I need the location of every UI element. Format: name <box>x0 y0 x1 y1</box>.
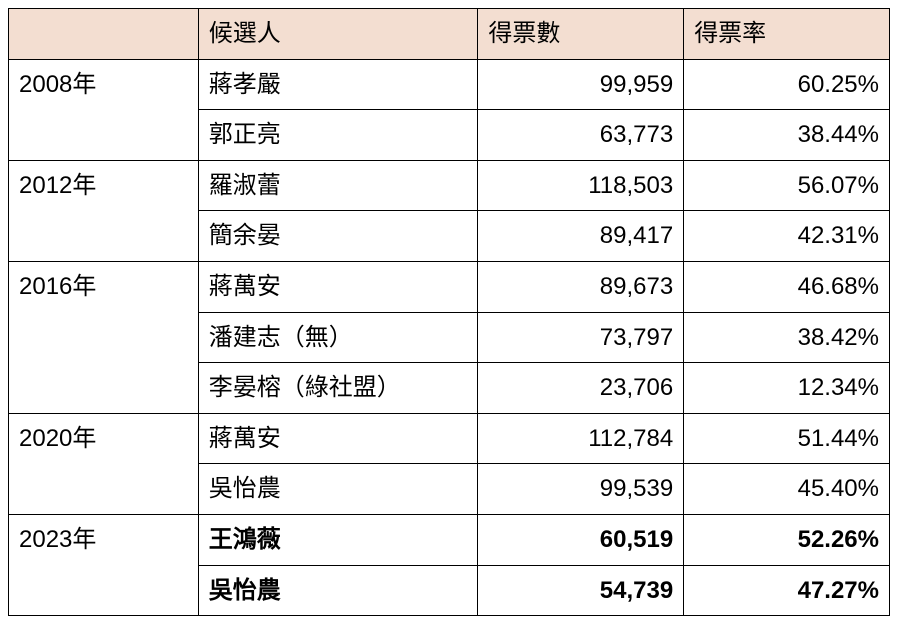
votes-cell: 99,959 <box>478 59 684 110</box>
header-rate: 得票率 <box>684 9 890 60</box>
votes-cell: 73,797 <box>478 312 684 363</box>
votes-cell: 89,417 <box>478 211 684 262</box>
rate-cell: 46.68% <box>684 261 890 312</box>
rate-cell: 56.07% <box>684 160 890 211</box>
year-cell: 2008年 <box>9 59 199 160</box>
votes-cell: 112,784 <box>478 413 684 464</box>
rate-cell: 42.31% <box>684 211 890 262</box>
rate-cell: 38.44% <box>684 110 890 161</box>
table-row: 2020年蔣萬安112,78451.44% <box>9 413 890 464</box>
candidate-cell: 郭正亮 <box>198 110 478 161</box>
rate-cell: 51.44% <box>684 413 890 464</box>
candidate-cell: 吳怡農 <box>198 565 478 616</box>
table-row: 2008年蔣孝嚴99,95960.25% <box>9 59 890 110</box>
votes-cell: 60,519 <box>478 514 684 565</box>
rate-cell: 60.25% <box>684 59 890 110</box>
rate-cell: 52.26% <box>684 514 890 565</box>
votes-cell: 63,773 <box>478 110 684 161</box>
table-body: 2008年蔣孝嚴99,95960.25%郭正亮63,77338.44%2012年… <box>9 59 890 616</box>
year-cell: 2023年 <box>9 514 199 615</box>
year-cell: 2020年 <box>9 413 199 514</box>
candidate-cell: 吳怡農 <box>198 464 478 515</box>
candidate-cell: 王鴻薇 <box>198 514 478 565</box>
candidate-cell: 李晏榕（綠社盟） <box>198 363 478 414</box>
votes-cell: 23,706 <box>478 363 684 414</box>
year-cell: 2016年 <box>9 261 199 413</box>
votes-cell: 99,539 <box>478 464 684 515</box>
rate-cell: 45.40% <box>684 464 890 515</box>
candidate-cell: 蔣萬安 <box>198 261 478 312</box>
table-row: 2012年羅淑蕾118,50356.07% <box>9 160 890 211</box>
candidate-cell: 蔣孝嚴 <box>198 59 478 110</box>
header-row: 候選人 得票數 得票率 <box>9 9 890 60</box>
rate-cell: 47.27% <box>684 565 890 616</box>
year-cell: 2012年 <box>9 160 199 261</box>
votes-cell: 118,503 <box>478 160 684 211</box>
header-candidate: 候選人 <box>198 9 478 60</box>
table-row: 2016年蔣萬安89,67346.68% <box>9 261 890 312</box>
table-row: 2023年王鴻薇60,51952.26% <box>9 514 890 565</box>
candidate-cell: 羅淑蕾 <box>198 160 478 211</box>
header-empty <box>9 9 199 60</box>
candidate-cell: 簡余晏 <box>198 211 478 262</box>
rate-cell: 12.34% <box>684 363 890 414</box>
election-results-table: 候選人 得票數 得票率 2008年蔣孝嚴99,95960.25%郭正亮63,77… <box>8 8 890 616</box>
candidate-cell: 潘建志（無） <box>198 312 478 363</box>
votes-cell: 54,739 <box>478 565 684 616</box>
votes-cell: 89,673 <box>478 261 684 312</box>
candidate-cell: 蔣萬安 <box>198 413 478 464</box>
header-votes: 得票數 <box>478 9 684 60</box>
rate-cell: 38.42% <box>684 312 890 363</box>
